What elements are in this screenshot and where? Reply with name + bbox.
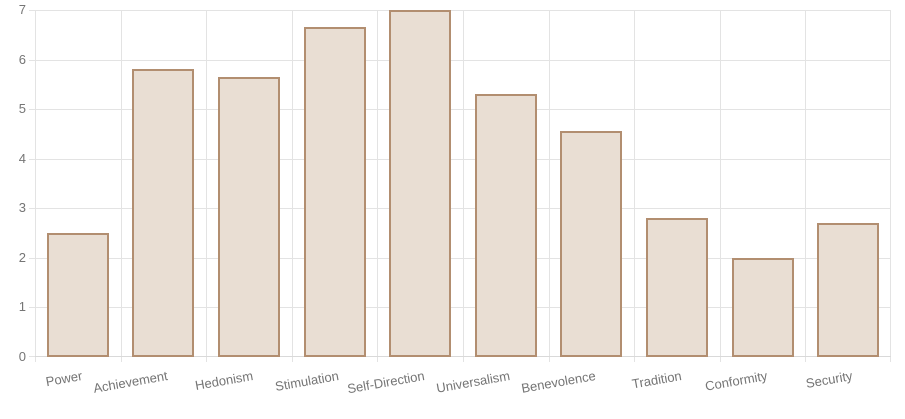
h-gridline (35, 258, 891, 259)
x-tick-label: Achievement (92, 368, 170, 396)
x-tick-label: Security (804, 368, 854, 391)
y-tick (29, 356, 35, 357)
y-tick-label: 6 (18, 52, 26, 67)
y-tick-label: 3 (18, 200, 26, 215)
plot-area (35, 10, 891, 362)
y-tick (29, 109, 35, 110)
bar-benevolence (560, 131, 622, 357)
bar-security (817, 223, 879, 357)
y-tick-label: 4 (18, 151, 26, 166)
v-gridline (634, 10, 635, 362)
y-tick-label: 7 (18, 2, 26, 17)
y-tick-label: 2 (18, 250, 26, 265)
y-tick (29, 258, 35, 259)
v-gridline (35, 10, 36, 362)
y-tick (29, 60, 35, 61)
bar-universalism (475, 94, 537, 357)
v-gridline (292, 10, 293, 362)
bar-hedonism (218, 77, 280, 357)
v-gridline (206, 10, 207, 362)
y-tick (29, 307, 35, 308)
bar-conformity (732, 258, 794, 357)
v-gridline (890, 10, 891, 362)
v-gridline (463, 10, 464, 362)
x-tick-label: Power (44, 368, 84, 390)
y-tick-label: 0 (18, 349, 26, 364)
x-tick-label: Tradition (630, 368, 683, 392)
y-tick (29, 208, 35, 209)
h-gridline (35, 159, 891, 160)
bar-power (47, 233, 109, 357)
h-gridline (35, 307, 891, 308)
bar-achievement (132, 69, 194, 357)
x-tick-label: Conformity (703, 368, 769, 394)
v-gridline (121, 10, 122, 362)
x-tick-label: Universalism (435, 368, 512, 396)
x-tick-label: Stimulation (274, 368, 341, 394)
y-tick (29, 159, 35, 160)
h-gridline (35, 10, 891, 11)
x-tick-label: Self-Direction (346, 368, 426, 397)
bar-stimulation (304, 27, 366, 357)
h-gridline (35, 208, 891, 209)
bar-self-direction (389, 10, 451, 357)
bar-tradition (646, 218, 708, 357)
v-gridline (549, 10, 550, 362)
x-axis-line (35, 356, 891, 357)
v-gridline (805, 10, 806, 362)
x-tick-label: Benevolence (520, 368, 598, 396)
y-tick-label: 5 (18, 101, 26, 116)
x-tick-label: Hedonism (194, 368, 255, 393)
v-gridline (377, 10, 378, 362)
h-gridline (35, 60, 891, 61)
y-tick-label: 1 (18, 299, 26, 314)
h-gridline (35, 109, 891, 110)
y-tick (29, 10, 35, 11)
v-gridline (720, 10, 721, 362)
